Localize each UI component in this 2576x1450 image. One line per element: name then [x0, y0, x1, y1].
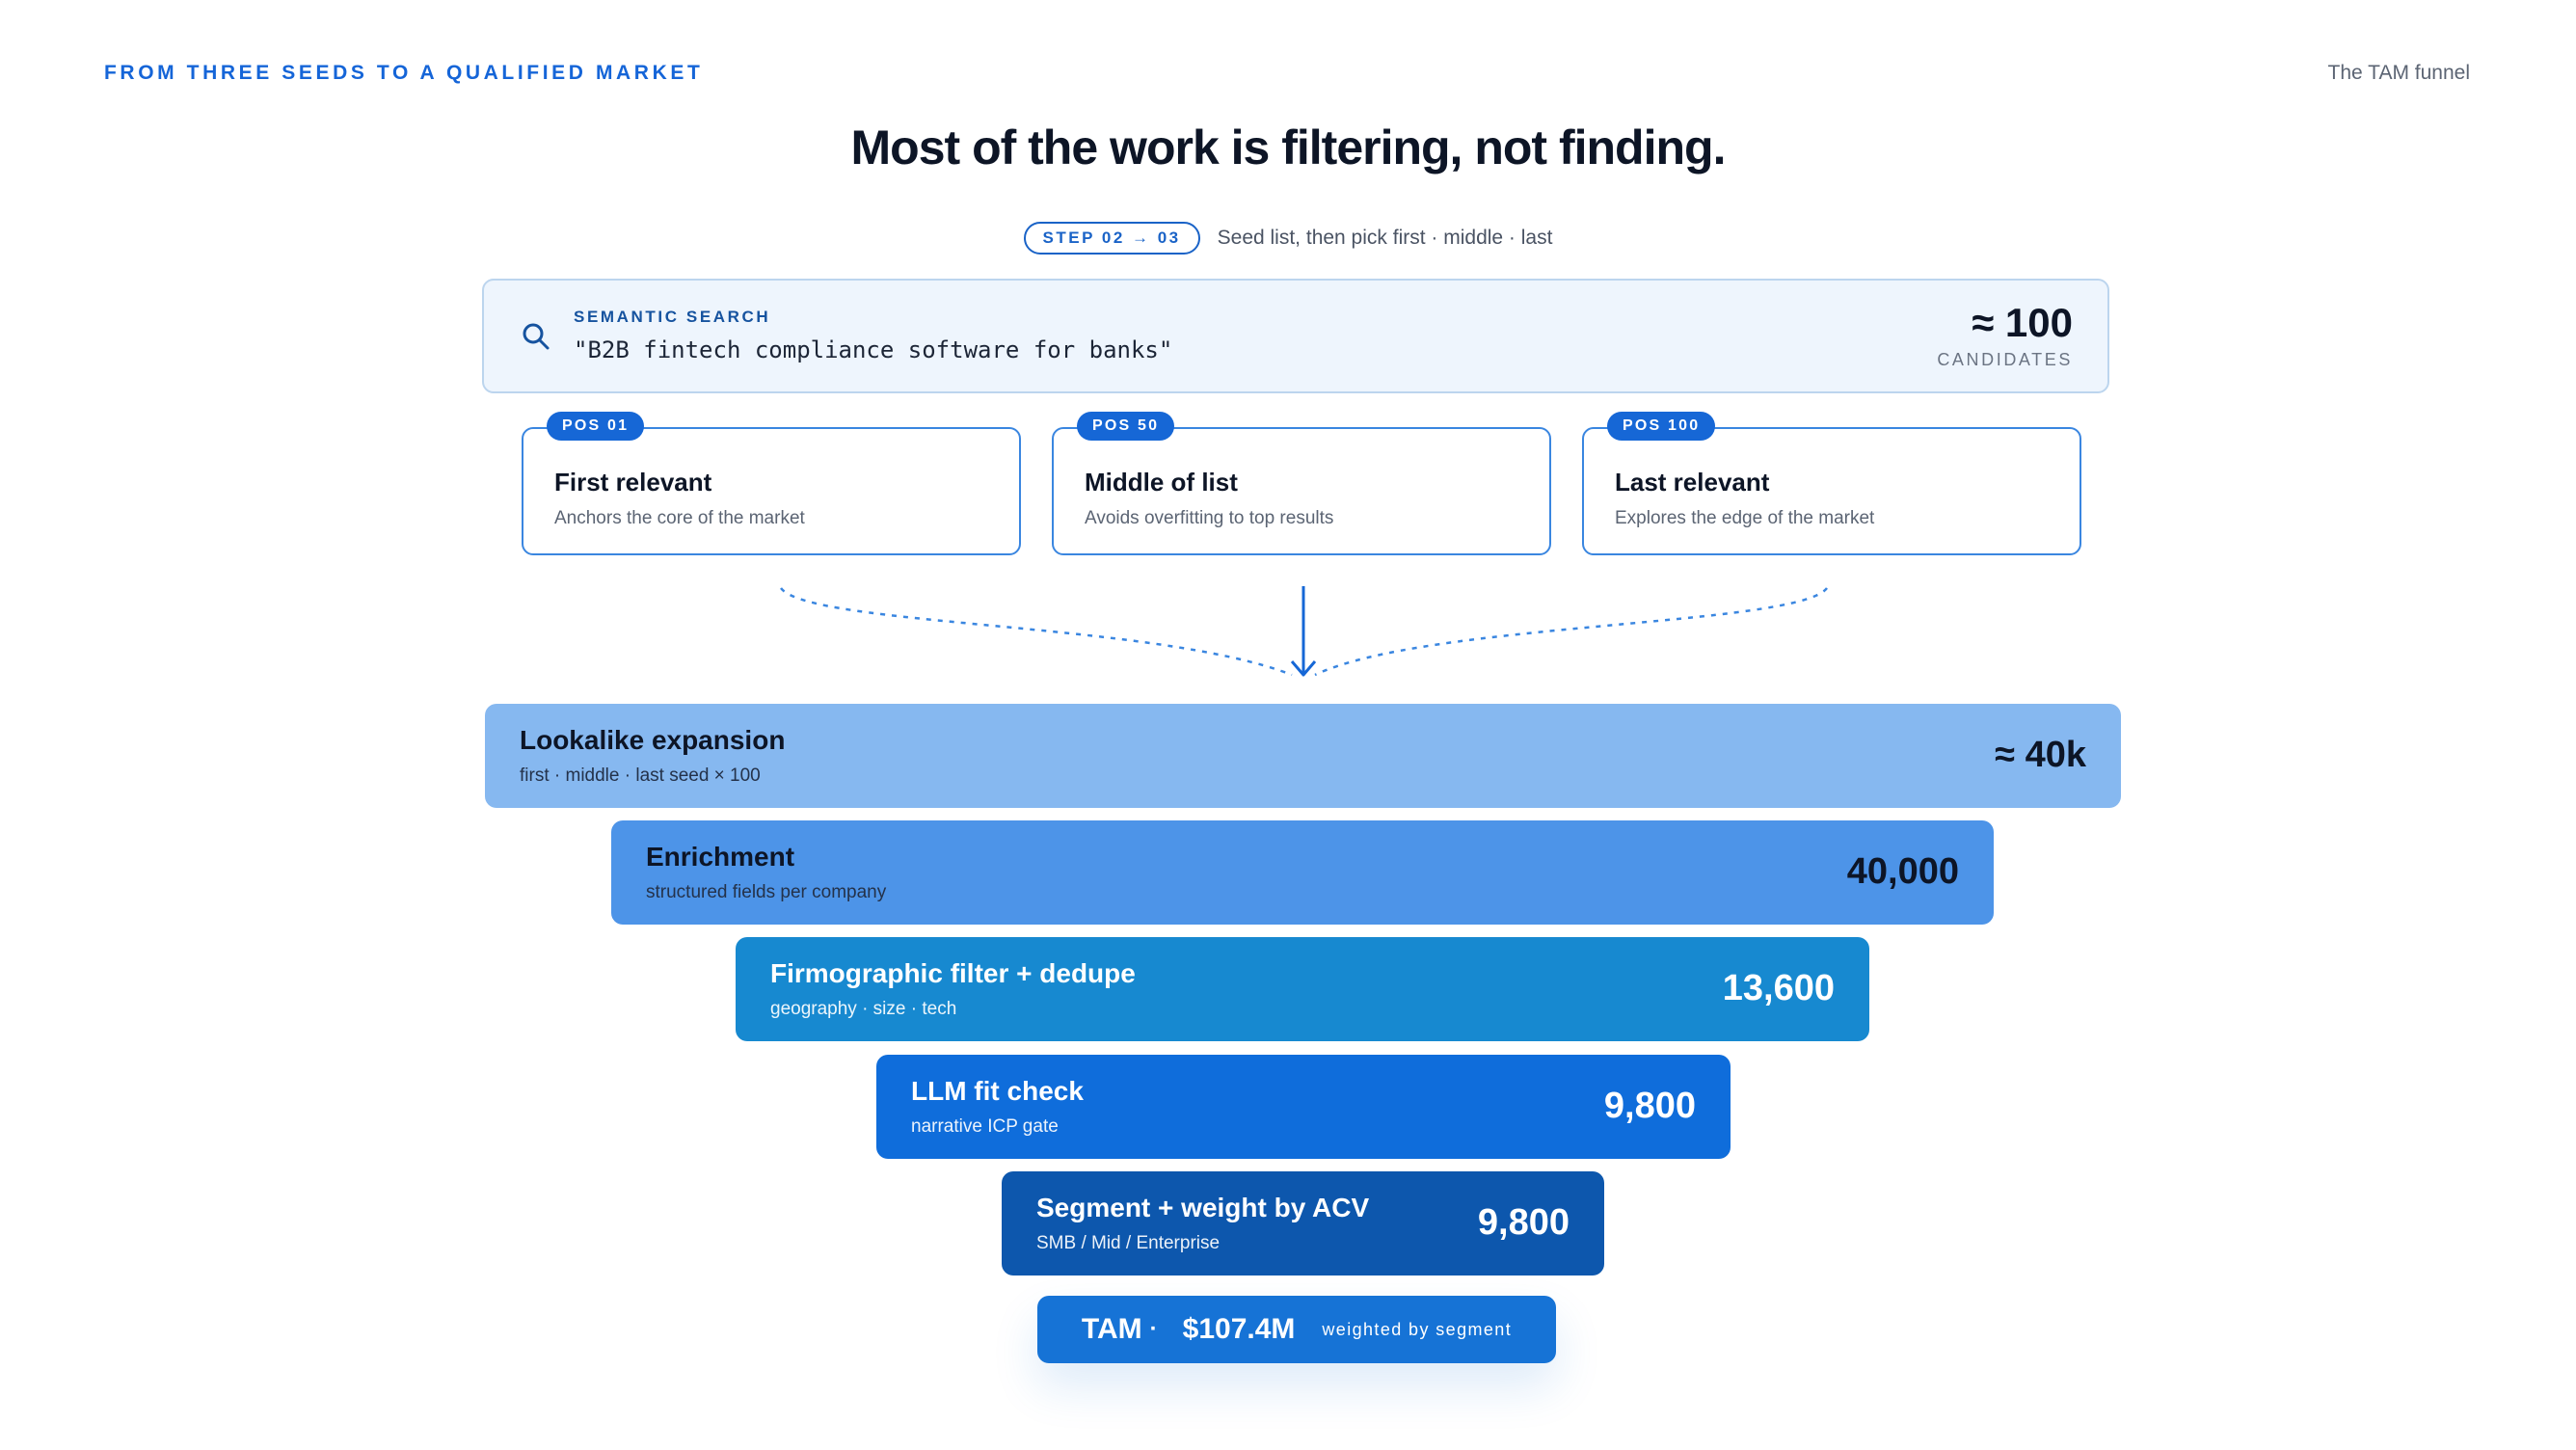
seed-connectors — [780, 586, 1828, 677]
seed-description: Explores the edge of the market — [1615, 508, 1875, 528]
stage-value: 9,800 — [1477, 1202, 1570, 1243]
stage-subtitle: narrative ICP gate — [911, 1116, 1059, 1137]
tam-separator: · — [1149, 1316, 1158, 1342]
stage-lookalike-expansion: Lookalike expansion first · middle · las… — [485, 704, 2121, 808]
corner-label: The TAM funnel — [2327, 62, 2470, 84]
tam-note: weighted by segment — [1322, 1319, 1513, 1339]
stage-segment-weight: Segment + weight by ACV SMB / Mid / Ente… — [1002, 1171, 1604, 1275]
stage-title: Enrichment — [646, 842, 795, 872]
stage-title: Firmographic filter + dedupe — [770, 958, 1136, 988]
step-row: STEP 02 → 03 Seed list, then pick first … — [0, 222, 2576, 255]
stage-enrichment: Enrichment structured fields per company… — [611, 820, 1994, 925]
search-label: SEMANTIC SEARCH — [574, 308, 771, 326]
tam-label: TAM — [1081, 1313, 1142, 1345]
semantic-search-card: SEMANTIC SEARCH "B2B fintech compliance … — [482, 279, 2109, 393]
seed-description: Avoids overfitting to top results — [1085, 508, 1334, 528]
seed-card-middle: POS 50 Middle of list Avoids overfitting… — [1052, 412, 1551, 555]
tam-value: $107.4M — [1182, 1313, 1296, 1345]
stage-title: Segment + weight by ACV — [1036, 1193, 1370, 1222]
page-title: Most of the work is filtering, not findi… — [850, 121, 1727, 175]
stage-value: 9,800 — [1603, 1086, 1696, 1126]
stage-value: 40,000 — [1846, 851, 1959, 892]
step-pill: STEP 02 → 03 — [1023, 222, 1200, 255]
search-icon — [523, 323, 550, 350]
tam-result: TAM · $107.4M weighted by segment — [1037, 1296, 1556, 1363]
seed-badge: POS 100 — [1607, 412, 1716, 441]
stage-subtitle: structured fields per company — [646, 882, 887, 902]
seed-card-last: POS 100 Last relevant Explores the edge … — [1582, 412, 2081, 555]
seed-card-first: POS 01 First relevant Anchors the core o… — [522, 412, 1021, 555]
connector-left — [780, 587, 1293, 677]
stage-subtitle: SMB / Mid / Enterprise — [1036, 1233, 1221, 1253]
stage-subtitle: first · middle · last seed × 100 — [520, 765, 761, 786]
candidate-count: ≈ 100 — [1972, 300, 2073, 345]
arrow-down-icon — [1290, 660, 1317, 677]
stage-title: Lookalike expansion — [520, 725, 786, 755]
eyebrow-label: FROM THREE SEEDS TO A QUALIFIED MARKET — [104, 62, 704, 84]
stage-value: 13,600 — [1722, 968, 1835, 1008]
candidate-count-label: CANDIDATES — [1937, 350, 2073, 369]
connector-right — [1314, 587, 1828, 677]
seed-badge: POS 50 — [1077, 412, 1175, 441]
seed-title: First relevant — [554, 468, 712, 497]
step-description: Seed list, then pick first · middle · la… — [1217, 227, 1553, 249]
seed-title: Middle of list — [1085, 468, 1238, 497]
stage-title: LLM fit check — [911, 1076, 1084, 1106]
search-query: "B2B fintech compliance software for ban… — [574, 336, 1173, 363]
seed-badge: POS 01 — [547, 412, 645, 441]
seed-title: Last relevant — [1615, 468, 1770, 497]
stage-firmographic-filter: Firmographic filter + dedupe geography ·… — [736, 937, 1869, 1041]
seed-description: Anchors the core of the market — [554, 508, 805, 528]
stage-value: ≈ 40k — [1995, 735, 2086, 775]
stage-llm-fit-check: LLM fit check narrative ICP gate 9,800 — [876, 1055, 1731, 1159]
stage-subtitle: geography · size · tech — [770, 999, 957, 1019]
